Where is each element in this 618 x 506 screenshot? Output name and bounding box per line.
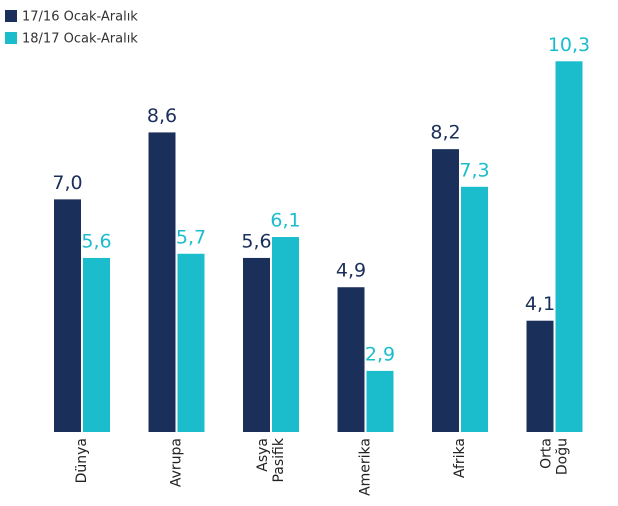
value-label: 5,6	[81, 230, 111, 252]
value-label: 6,1	[270, 210, 300, 232]
legend-swatch	[5, 10, 17, 22]
value-label: 7,0	[52, 172, 82, 194]
bar	[272, 237, 299, 432]
bar	[337, 287, 365, 432]
bar	[526, 320, 554, 432]
bar	[177, 253, 205, 432]
x-tick-label: Afrika	[452, 438, 468, 478]
value-label: 10,3	[548, 34, 590, 56]
value-label: 8,2	[430, 122, 460, 144]
legend-swatch	[5, 32, 17, 44]
bar	[461, 186, 488, 432]
value-label: 7,3	[459, 159, 489, 181]
bar	[432, 149, 459, 432]
bar	[148, 132, 176, 433]
x-tick-label: Pasifik	[271, 437, 287, 482]
bar	[243, 257, 270, 432]
value-label: 5,7	[176, 226, 206, 248]
x-tick-label: Doğu	[555, 438, 571, 475]
value-label: 2,9	[365, 343, 395, 365]
x-tick-label: Orta	[539, 438, 555, 469]
bar	[54, 199, 81, 432]
x-tick-label: Amerika	[358, 438, 374, 496]
bar	[555, 61, 583, 433]
x-tick-label: Asya	[255, 438, 271, 472]
bar	[366, 370, 394, 432]
value-label: 4,1	[525, 293, 555, 315]
legend-label: 17/16 Ocak-Aralık	[22, 10, 138, 25]
legend-label: 18/17 Ocak-Aralık	[22, 32, 138, 47]
x-tick-label: Dünya	[74, 438, 90, 483]
x-tick-label: Avrupa	[169, 438, 185, 487]
value-label: 8,6	[147, 105, 177, 127]
value-label: 4,9	[336, 260, 366, 282]
bar	[83, 257, 110, 432]
value-label: 5,6	[241, 230, 271, 252]
